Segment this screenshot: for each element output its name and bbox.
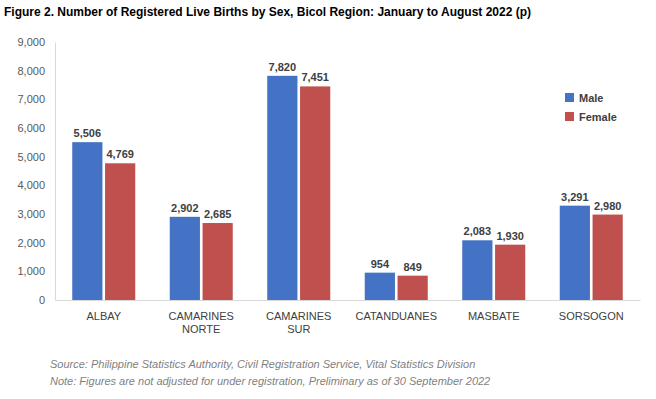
note: Note: Figures are not adjusted for under… (50, 375, 490, 387)
data-labels: 5,506 2,902 7,820 954 2,083 3,291 4,769 2,685 7,… (74, 61, 622, 273)
legend-label: Female (579, 111, 617, 123)
x-tick: SORSOGON (559, 310, 624, 322)
x-tick-label-line: CAMARINES (169, 310, 234, 322)
bar-series (105, 86, 623, 300)
bars (72, 76, 623, 300)
bar (462, 240, 492, 300)
data-label: 7,820 (269, 61, 297, 73)
note: Source: Philippine Statistics Authority,… (50, 358, 475, 370)
bar-series (72, 76, 590, 300)
data-label: 849 (403, 261, 421, 273)
plot: 0 1,000 2,000 3,000 4,000 5,000 6,000 7,000 8,00… (17, 36, 640, 335)
legend-label: Male (579, 92, 603, 104)
data-label: 2,083 (464, 225, 492, 237)
y-axis: 0 1,000 2,000 3,000 4,000 5,000 6,000 7,000 8,00… (17, 36, 55, 306)
bar (300, 86, 330, 300)
bar (365, 273, 395, 300)
x-tick: CATANDUANES (356, 310, 438, 322)
x-tick-label-line: SUR (287, 323, 310, 335)
x-tick-label: ALBAY (86, 310, 121, 322)
data-label: 3,291 (561, 191, 589, 203)
y-tick-label: 6,000 (17, 122, 45, 134)
x-axis: ALBAYCAMARINESNORTECAMARINESSURCATANDUAN… (56, 301, 641, 336)
bar (72, 142, 102, 300)
x-tick-label: CAMARINESSUR (266, 310, 331, 335)
data-label: 2,685 (204, 208, 232, 220)
legend-item: Male (565, 92, 603, 104)
x-tick-label: MASBATE (468, 310, 520, 322)
x-tick-label: SORSOGON (559, 310, 624, 322)
y-tick: 0 (39, 294, 55, 306)
bar (170, 217, 200, 300)
title: Figure 2. Number of Registered Live Birt… (4, 5, 531, 19)
y-tick: 5,000 (17, 151, 55, 163)
bar (203, 223, 233, 300)
x-tick-label-line: NORTE (182, 323, 220, 335)
y-tick-label: 0 (39, 294, 45, 306)
data-label: 1,930 (496, 230, 524, 242)
data-label: 954 (371, 258, 390, 270)
y-tick: 6,000 (17, 122, 55, 134)
chart-svg: Figure 2. Number of Registered Live Birt… (0, 0, 656, 399)
y-tick-label: 3,000 (17, 208, 45, 220)
y-tick-label: 7,000 (17, 93, 45, 105)
legend-swatch (565, 112, 574, 121)
y-axis-line (55, 43, 56, 301)
y-tick-label: 2,000 (17, 237, 45, 249)
y-tick-label: 5,000 (17, 151, 45, 163)
y-tick: 8,000 (17, 65, 55, 77)
bar (560, 206, 590, 300)
x-tick: CAMARINESNORTE (169, 310, 234, 335)
x-tick: MASBATE (468, 310, 520, 322)
y-tick-label: 4,000 (17, 179, 45, 191)
y-tick: 2,000 (17, 237, 55, 249)
y-tick-label: 9,000 (17, 36, 45, 48)
x-tick: ALBAY (86, 310, 121, 322)
y-tick: 3,000 (17, 208, 55, 220)
background (0, 0, 656, 399)
data-label: 2,902 (171, 202, 199, 214)
bar (495, 245, 525, 300)
legend-swatch (565, 93, 574, 102)
y-tick-label: 1,000 (17, 265, 45, 277)
data-label: 7,451 (301, 71, 329, 83)
data-label: 2,980 (594, 200, 622, 212)
chart-container: Figure 2. Number of Registered Live Birt… (0, 0, 656, 399)
y-tick-label: 8,000 (17, 65, 45, 77)
data-label: 4,769 (106, 148, 134, 160)
y-tick: 9,000 (17, 36, 55, 48)
x-tick-label: CATANDUANES (356, 310, 438, 322)
legend-item: Female (565, 111, 617, 123)
y-tick: 1,000 (17, 265, 55, 277)
x-axis-line (56, 300, 641, 301)
bar (267, 76, 297, 300)
bar (593, 215, 623, 300)
y-tick: 7,000 (17, 93, 55, 105)
data-label: 5,506 (74, 127, 102, 139)
x-tick-label-line: CAMARINES (266, 310, 331, 322)
bar (105, 163, 135, 300)
x-tick-label: CAMARINESNORTE (169, 310, 234, 335)
x-tick: CAMARINESSUR (266, 310, 331, 335)
y-tick: 4,000 (17, 179, 55, 191)
bar (398, 276, 428, 300)
legend: Male Female (565, 92, 617, 123)
